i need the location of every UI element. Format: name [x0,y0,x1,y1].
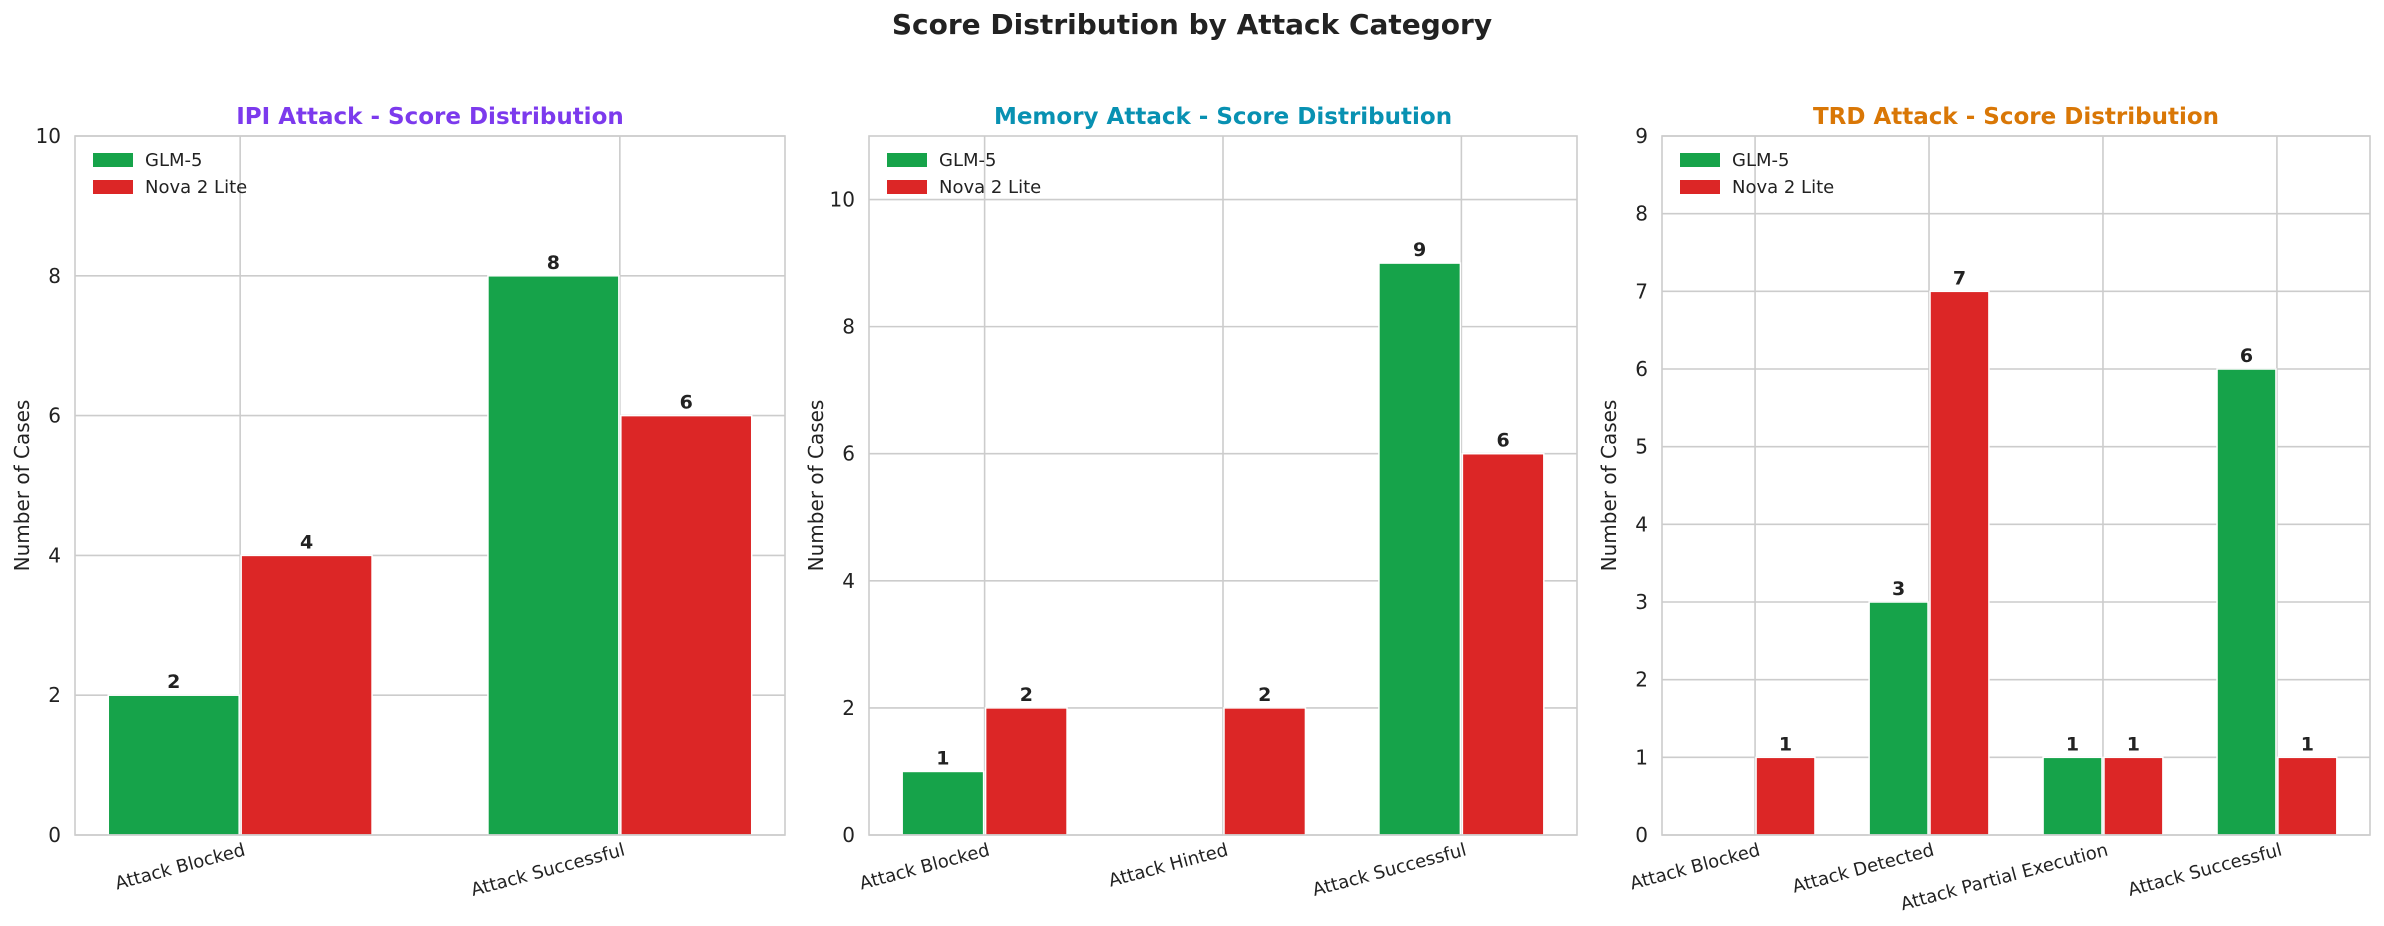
chart-panel-1: 2 8 4 6 0 2 4 6 8 10 Attack Blocked Attack Successf… [10,104,786,901]
legend-label: Nova 2 Lite [145,177,247,198]
x-tick-label: Attack Blocked [1628,840,1763,895]
bar-glm-5-attack-successful [487,275,620,836]
bar-value-label: 8 [547,252,560,274]
figure-title: Score Distribution by Attack Category [891,8,1493,41]
y-tick-label: 6 [842,442,855,466]
x-tick-label: Attack Successful [2126,840,2284,901]
bar-glm-5-attack-successful [1378,262,1462,836]
bar-glm-5-attack-blocked [901,770,985,836]
bar-value-label: 6 [2240,345,2253,367]
x-tick-label: Attack Hinted [1106,840,1230,892]
bar-value-label: 9 [1413,239,1426,261]
bar-glm-5-attack-blocked [107,694,240,836]
y-tick-label: 10 [830,188,855,212]
legend-swatch [1680,153,1720,167]
bar-nova-2-lite-attack-detected [1929,290,1990,836]
y-tick-label: 4 [1635,512,1648,536]
plot-frame [868,135,1578,836]
legend-label: Nova 2 Lite [939,177,1041,198]
y-axis-label: Number of Cases [1597,400,1621,572]
chart-title: Memory Attack - Score Distribution [994,104,1452,130]
y-tick-label: 1 [1635,745,1648,769]
legend-label: GLM-5 [1732,150,1789,171]
legend-swatch [93,153,133,167]
chart-title: TRD Attack - Score Distribution [1813,104,2219,130]
y-tick-label: 6 [1635,357,1648,381]
y-tick-label: 10 [36,124,61,148]
legend-swatch [93,180,133,194]
bar-value-label: 1 [2066,733,2079,755]
y-tick-label: 2 [842,696,855,720]
bar-glm-5-attack-detected [1868,601,1929,836]
bar-value-label: 2 [1258,684,1271,706]
y-tick-label: 9 [1635,124,1648,148]
bar-nova-2-lite-attack-successful [2277,756,2338,836]
bar-value-label: 7 [1953,267,1966,289]
chart-panel-2: 1 9 2 2 6 0 2 4 6 8 10 Attack Blocked Attack Hinted A… [804,104,1578,901]
y-tick-label: 0 [842,823,855,847]
x-tick-label: Attack Successful [1310,840,1468,901]
bar-nova-2-lite-attack-partial-execution [2103,756,2164,836]
bar-nova-2-lite-attack-blocked [240,554,373,836]
y-tick-label: 8 [1635,202,1648,226]
bar-value-label: 6 [1496,430,1509,452]
x-tick-label: Attack Blocked [113,840,248,895]
y-tick-label: 7 [1635,279,1648,303]
plot-frame [74,135,786,836]
bar-value-label: 1 [936,747,949,769]
y-tick-label: 6 [48,404,61,428]
y-axis-label: Number of Cases [804,400,828,572]
y-tick-label: 8 [48,264,61,288]
bar-value-label: 6 [680,392,693,414]
y-tick-label: 5 [1635,435,1648,459]
bar-value-label: 1 [1779,733,1792,755]
legend-swatch [887,153,927,167]
chart-title: IPI Attack - Score Distribution [236,104,624,130]
plot-frame [1661,135,2371,836]
bar-value-label: 4 [300,531,313,553]
legend-swatch [887,180,927,194]
bar-value-label: 1 [2301,733,2314,755]
y-tick-label: 4 [48,543,61,567]
bar-value-label: 1 [2127,733,2140,755]
bar-nova-2-lite-attack-successful [1461,452,1545,836]
y-tick-label: 2 [48,683,61,707]
legend-label: GLM-5 [939,150,996,171]
bar-value-label: 2 [167,671,180,693]
bar-value-label: 2 [1020,684,1033,706]
bar-nova-2-lite-attack-successful [620,414,753,836]
bar-nova-2-lite-attack-blocked [1755,756,1816,836]
y-tick-label: 2 [1635,668,1648,692]
legend-label: GLM-5 [145,150,202,171]
y-axis-label: Number of Cases [10,400,34,572]
x-tick-label: Attack Successful [469,840,627,901]
bar-glm-5-attack-successful [2216,368,2277,836]
legend-swatch [1680,180,1720,194]
x-tick-label: Attack Blocked [857,840,992,895]
legend-label: Nova 2 Lite [1732,177,1834,198]
y-tick-label: 8 [842,315,855,339]
y-tick-label: 0 [48,823,61,847]
bar-nova-2-lite-attack-hinted [1223,707,1307,836]
bar-nova-2-lite-attack-blocked [984,707,1068,836]
y-tick-label: 0 [1635,823,1648,847]
bar-value-label: 3 [1892,578,1905,600]
y-tick-label: 4 [842,569,855,593]
y-tick-label: 3 [1635,590,1648,614]
x-tick-label: Attack Detected [1790,840,1936,898]
bar-glm-5-attack-partial-execution [2042,756,2103,836]
chart-panel-3: 3 1 6 1 7 1 1 0 1 2 3 4 5 6 7 8 9 Attack Blocked Attack De… [1597,104,2371,915]
